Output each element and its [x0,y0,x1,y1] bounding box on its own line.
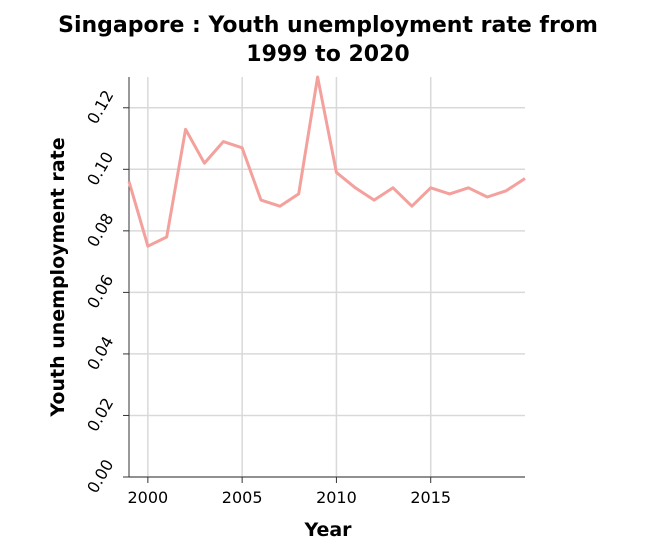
y-tick-label: 0.06 [83,271,117,311]
x-axis-label: Year [303,519,352,541]
x-tick-label: 2005 [222,488,263,507]
y-tick-label: 0.08 [83,210,117,250]
series-line [129,77,525,246]
y-axis-label: Youth unemployment rate [47,137,69,417]
y-tick-label: 0.10 [83,148,117,188]
tick-labels: 2000 2005 2010 2015 0.00 0.02 0.04 0.06 0.08 0.10… [83,87,451,507]
chart-title-line-2: 1999 to 2020 [246,42,409,67]
x-tick-label: 2015 [410,488,451,507]
x-tick-label: 2010 [316,488,357,507]
chart-title-line-1: Singapore : Youth unemployment rate from [58,13,598,38]
y-tick-label: 0.04 [83,333,117,373]
y-tick-label: 0.00 [83,456,117,496]
y-tick-label: 0.12 [83,87,117,127]
series-layer [129,77,525,246]
y-tick-label: 0.02 [83,395,117,435]
x-tick-label: 2000 [127,488,168,507]
